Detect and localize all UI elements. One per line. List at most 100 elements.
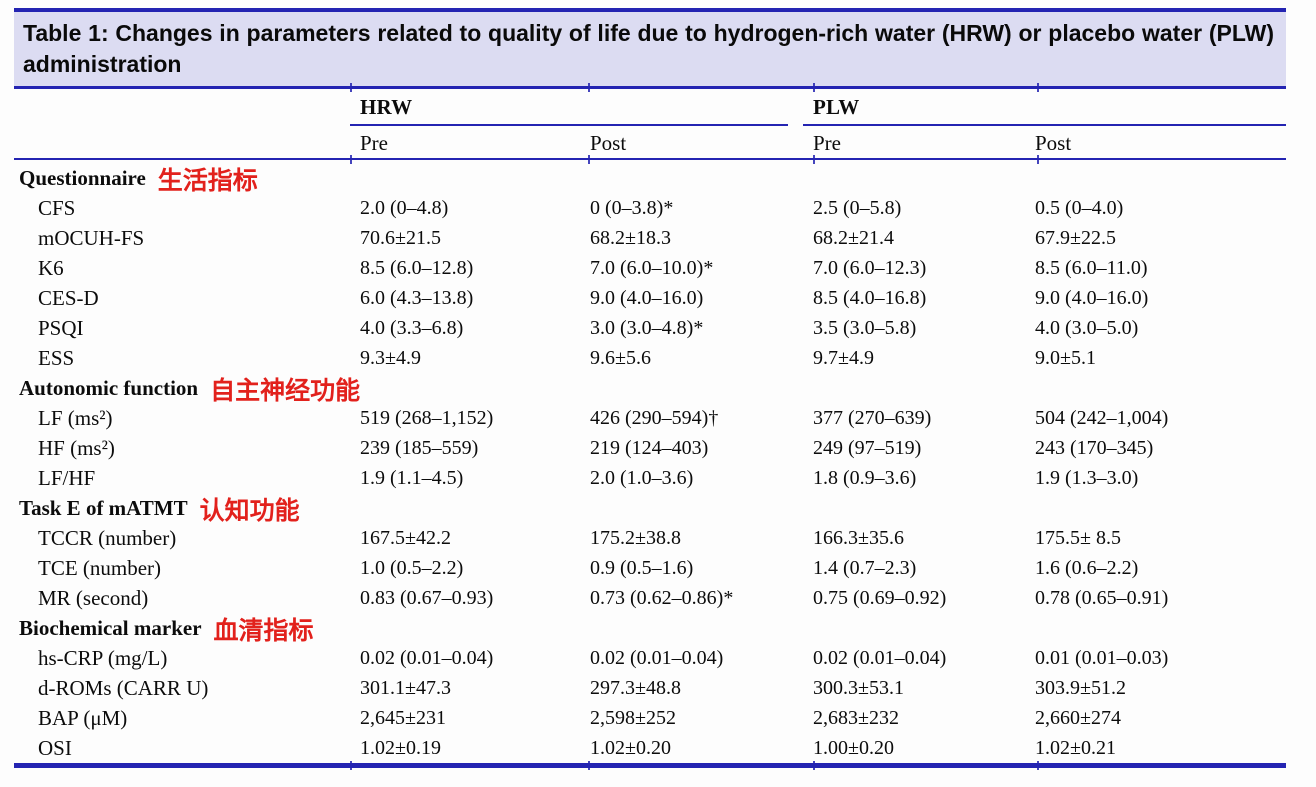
section-row: Autonomic function 自主神经功能 — [14, 373, 1286, 404]
cell-value: 68.2±21.4 — [813, 227, 894, 249]
column-tick — [813, 761, 815, 770]
section-annotation: 认知功能 — [199, 497, 300, 525]
section-cell: Biochemical marker 血清指标 — [14, 613, 1286, 644]
section-row: Task E of mATMT 认知功能 — [14, 493, 1286, 525]
subheader-hrw-pre: Pre — [360, 131, 388, 155]
table-title: Table 1: Changes in parameters related t… — [23, 20, 1274, 77]
cell-value: 166.3±35.6 — [813, 527, 904, 549]
cell-value: 67.9±22.5 — [1035, 227, 1116, 249]
table-row: PSQI 4.0 (3.3–6.8) 3.0 (3.0–4.8)* 3.5 (3.0–… — [14, 313, 1286, 343]
cell-value: 243 (170–345) — [1035, 437, 1154, 459]
section-label: Autonomic function — [19, 376, 199, 400]
column-tick — [588, 155, 590, 164]
cell-value: 4.0 (3.0–5.0) — [1035, 317, 1139, 339]
subheader-plw-pre: Pre — [813, 131, 841, 155]
column-group-plw: PLW — [813, 95, 860, 119]
cell-value: 2,598±252 — [590, 707, 676, 729]
table-row: MR (second) 0.83 (0.67–0.93) 0.73 (0.62–0.… — [14, 583, 1286, 613]
section-row: Questionnaire 生活指标 — [14, 163, 1286, 195]
cell-value: 8.5 (6.0–12.8) — [360, 257, 474, 279]
cell-value: 1.00±0.20 — [813, 737, 894, 759]
cell-value: 0.73 (0.62–0.86)* — [590, 587, 734, 609]
row-label: K6 — [38, 256, 64, 280]
cell-value: 6.0 (4.3–13.8) — [360, 287, 474, 309]
table-row: HF (ms²) 239 (185–559) 219 (124–403) 249 (9… — [14, 433, 1286, 463]
cell-value: 239 (185–559) — [360, 437, 479, 459]
table-row: OSI 1.02±0.19 1.02±0.20 1.00±0.20 1.02±0.21 — [14, 733, 1286, 763]
cell-value: 9.0±5.1 — [1035, 347, 1096, 369]
cell-value: 0.83 (0.67–0.93) — [360, 587, 494, 609]
row-label: TCCR (number) — [38, 526, 177, 550]
cell-value: 300.3±53.1 — [813, 677, 904, 699]
cell-value: 0.02 (0.01–0.04) — [590, 647, 724, 669]
cell-value: 0.75 (0.69–0.92) — [813, 587, 947, 609]
section-annotation: 血清指标 — [213, 617, 314, 645]
table-container: Table 1: Changes in parameters related t… — [14, 0, 1286, 787]
cell-value: 301.1±47.3 — [360, 677, 451, 699]
table-body: Questionnaire 生活指标 CFS 2.0 (0–4.8) 0 (0–3.8)… — [14, 163, 1286, 763]
section-row: Biochemical marker 血清指标 — [14, 613, 1286, 644]
cell-value: 0.01 (0.01–0.03) — [1035, 647, 1169, 669]
column-tick — [350, 83, 352, 92]
table-top-rule — [14, 8, 1286, 12]
cell-value: 426 (290–594)† — [590, 407, 719, 429]
column-tick — [1037, 155, 1039, 164]
section-label: Task E of mATMT — [19, 496, 188, 520]
table-row: TCCR (number) 167.5±42.2 175.2±38.8 166.3±3… — [14, 523, 1286, 553]
cell-value: 7.0 (6.0–12.3) — [813, 257, 927, 279]
row-label: hs-CRP (mg/L) — [38, 646, 168, 670]
row-label: OSI — [38, 736, 72, 760]
section-cell: Autonomic function 自主神经功能 — [14, 373, 1286, 404]
cell-value: 1.9 (1.1–4.5) — [360, 467, 464, 489]
cell-value: 2,645±231 — [360, 707, 446, 729]
header-bottom-rule — [14, 158, 1286, 160]
column-tick — [588, 83, 590, 92]
cell-value: 219 (124–403) — [590, 437, 709, 459]
column-tick — [1037, 83, 1039, 92]
row-label: CES-D — [38, 286, 99, 310]
cell-value: 2.0 (1.0–3.6) — [590, 467, 694, 489]
cell-value: 303.9±51.2 — [1035, 677, 1126, 699]
row-label: MR (second) — [38, 586, 149, 610]
cell-value: 0.02 (0.01–0.04) — [813, 647, 947, 669]
plw-group-underline — [803, 124, 1286, 126]
table-bottom-rule — [14, 763, 1286, 768]
cell-value: 9.6±5.6 — [590, 347, 651, 369]
row-label: mOCUH-FS — [38, 226, 145, 250]
table-row: LF (ms²) 519 (268–1,152) 426 (290–594)† 377… — [14, 403, 1286, 433]
section-annotation: 生活指标 — [157, 167, 258, 195]
title-bottom-rule — [14, 86, 1286, 89]
column-tick — [350, 761, 352, 770]
cell-value: 2,683±232 — [813, 707, 899, 729]
cell-value: 1.8 (0.9–3.6) — [813, 467, 917, 489]
cell-value: 9.7±4.9 — [813, 347, 874, 369]
cell-value: 1.02±0.20 — [590, 737, 671, 759]
cell-value: 1.9 (1.3–3.0) — [1035, 467, 1139, 489]
cell-value: 9.0 (4.0–16.0) — [590, 287, 704, 309]
table-row: BAP (μM) 2,645±231 2,598±252 2,683±232 2,660… — [14, 703, 1286, 733]
cell-value: 1.02±0.19 — [360, 737, 441, 759]
column-tick — [813, 83, 815, 92]
table-row: d-ROMs (CARR U) 301.1±47.3 297.3±48.8 300.3… — [14, 673, 1286, 703]
cell-value: 1.02±0.21 — [1035, 737, 1116, 759]
cell-value: 9.0 (4.0–16.0) — [1035, 287, 1149, 309]
table-row: CFS 2.0 (0–4.8) 0 (0–3.8)* 2.5 (0–5.8) 0.5 (… — [14, 193, 1286, 223]
section-label: Questionnaire — [19, 166, 146, 190]
cell-value: 4.0 (3.3–6.8) — [360, 317, 464, 339]
table-row: TCE (number) 1.0 (0.5–2.2) 0.9 (0.5–1.6) 1.… — [14, 553, 1286, 583]
hrw-group-underline — [350, 124, 788, 126]
cell-value: 7.0 (6.0–10.0)* — [590, 257, 714, 279]
cell-value: 8.5 (4.0–16.8) — [813, 287, 927, 309]
table-title-bar: Table 1: Changes in parameters related t… — [14, 12, 1286, 86]
row-label: PSQI — [38, 316, 84, 340]
cell-value: 0.02 (0.01–0.04) — [360, 647, 494, 669]
table-row: mOCUH-FS 70.6±21.5 68.2±18.3 68.2±21.4 67.9±… — [14, 223, 1286, 253]
table-row: CES-D 6.0 (4.3–13.8) 9.0 (4.0–16.0) 8.5 (4.… — [14, 283, 1286, 313]
cell-value: 8.5 (6.0–11.0) — [1035, 257, 1148, 279]
table-row: hs-CRP (mg/L) 0.02 (0.01–0.04) 0.02 (0.01–… — [14, 643, 1286, 673]
table-row: LF/HF 1.9 (1.1–4.5) 2.0 (1.0–3.6) 1.8 (0.9–… — [14, 463, 1286, 493]
cell-value: 377 (270–639) — [813, 407, 932, 429]
row-label: LF/HF — [38, 466, 96, 490]
row-label: TCE (number) — [38, 556, 162, 580]
